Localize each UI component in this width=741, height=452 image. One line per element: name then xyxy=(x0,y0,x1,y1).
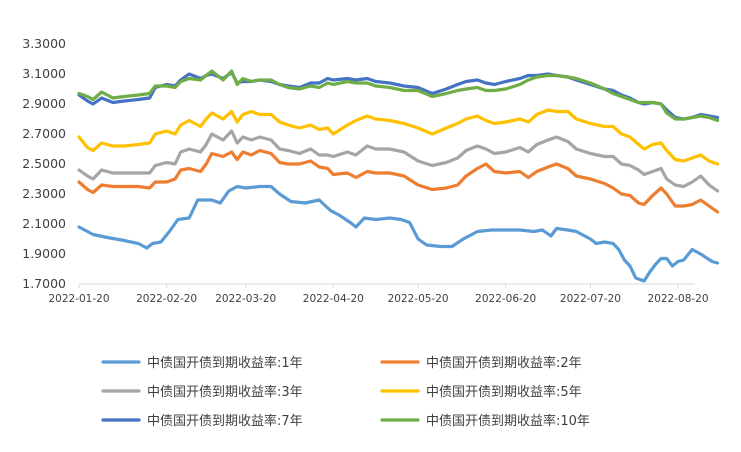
series-line-4 xyxy=(77,108,720,166)
series-line-1 xyxy=(77,184,720,283)
x-tick-label: 2022-05-20 xyxy=(388,293,449,305)
legend-item: 中债国开债到期收益率:3年 xyxy=(101,384,303,400)
y-tick-label: 2.1000 xyxy=(22,216,66,231)
y-axis-ticks: 3.3000 3.1000 2.9000 2.7000 2.5000 2.3000 2.10… xyxy=(22,36,66,291)
legend-item: 中债国开债到期收益率:5年 xyxy=(380,384,582,400)
legend-label: 中债国开债到期收益率:1年 xyxy=(147,355,303,371)
series-lines xyxy=(77,69,720,283)
x-axis-ticks: 2022-01-20 2022-02-20 2022-03-20 2022-04-20… xyxy=(48,284,709,305)
x-tick-label: 2022-08-20 xyxy=(648,293,709,305)
legend-label: 中债国开债到期收益率:2年 xyxy=(426,355,582,371)
legend-label: 中债国开债到期收益率:3年 xyxy=(147,384,303,400)
legend-label: 中债国开债到期收益率:10年 xyxy=(426,413,590,429)
y-tick-label: 3.3000 xyxy=(22,36,66,51)
legend-item: 中债国开债到期收益率:1年 xyxy=(101,355,303,371)
legend: 中债国开债到期收益率:1年 中债国开债到期收益率:2年中债国开债到期收益率:3年中… xyxy=(101,355,590,429)
x-tick-label: 2022-06-20 xyxy=(475,293,536,305)
x-tick-label: 2022-01-20 xyxy=(48,293,109,305)
legend-label: 中债国开债到期收益率:7年 xyxy=(147,413,303,429)
x-tick-label: 2022-02-20 xyxy=(136,293,197,305)
y-tick-label: 1.7000 xyxy=(22,276,66,291)
y-tick-label: 2.5000 xyxy=(22,156,66,171)
series-line-3 xyxy=(77,129,720,193)
legend-item: 中债国开债到期收益率:7年 xyxy=(101,413,303,429)
series-line-2 xyxy=(77,148,720,214)
legend-label: 中债国开债到期收益率:5年 xyxy=(426,384,582,400)
legend-item: 中债国开债到期收益率:10年 xyxy=(380,413,590,429)
y-tick-label: 2.7000 xyxy=(22,126,66,141)
y-tick-label: 2.3000 xyxy=(22,186,66,201)
x-tick-label: 2022-03-20 xyxy=(215,293,276,305)
series-line-6 xyxy=(77,69,720,123)
y-tick-label: 2.9000 xyxy=(22,96,66,111)
y-tick-label: 1.9000 xyxy=(22,246,66,261)
y-tick-label: 3.1000 xyxy=(22,66,66,81)
legend-item: 中债国开债到期收益率:2年 xyxy=(380,355,582,371)
x-tick-label: 2022-04-20 xyxy=(303,293,364,305)
x-tick-label: 2022-07-20 xyxy=(560,293,621,305)
